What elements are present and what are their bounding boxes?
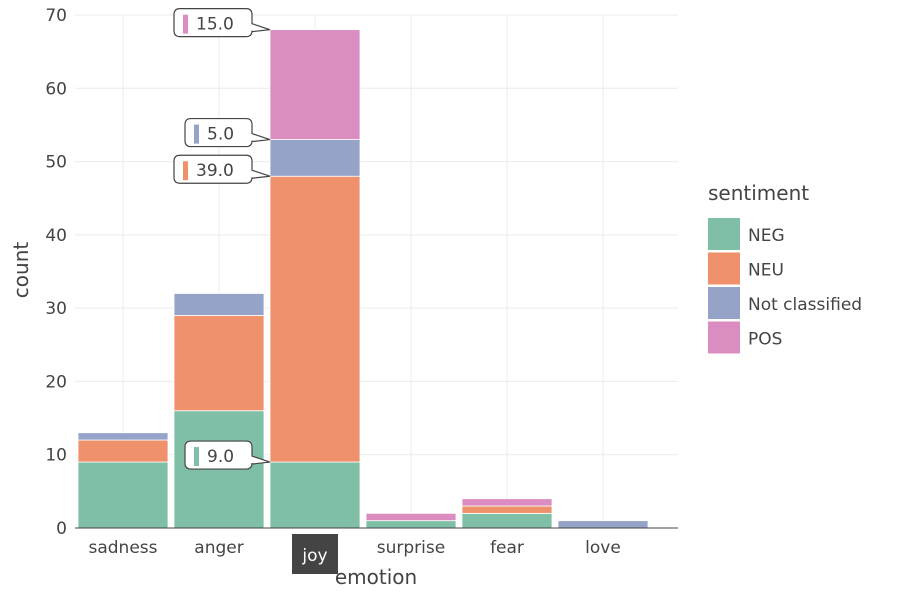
y-tick-label: 60	[45, 79, 67, 99]
tooltip-color-swatch	[194, 447, 199, 467]
x-axis-title: emotion	[335, 565, 417, 589]
legend-swatch	[708, 252, 740, 285]
legend-label: NEU	[748, 261, 784, 281]
y-tick-label: 70	[45, 6, 67, 26]
tooltip-value: 15.0	[196, 15, 234, 35]
tooltip-value: 9.0	[207, 447, 234, 467]
tooltip-color-swatch	[183, 161, 188, 181]
x-tick-label: sadness	[88, 538, 157, 558]
legend: sentiment NEG NEU Not classified POS	[708, 181, 862, 354]
y-axis-title: count	[9, 242, 33, 299]
bar-segment-surprise-pos[interactable]	[365, 512, 457, 522]
tooltip-value: 5.0	[207, 125, 234, 145]
x-tick-label: love	[585, 538, 621, 558]
hovered-tick-highlight	[292, 534, 338, 574]
bar-segment-joy-neu[interactable]	[269, 175, 361, 463]
tooltip-box	[184, 117, 271, 148]
bar-segment-fear-pos[interactable]	[461, 498, 553, 507]
tooltip-box	[173, 8, 271, 38]
bar-segment-surprise-neg[interactable]	[365, 520, 457, 529]
y-tick-label: 10	[45, 446, 67, 466]
x-tick-label: joy	[301, 546, 327, 566]
bar-segment-fear-neg[interactable]	[461, 512, 553, 529]
tooltip-color-swatch	[194, 124, 199, 144]
legend-swatch	[708, 287, 740, 319]
tooltip-color-swatch	[183, 14, 188, 34]
legend-swatch	[708, 321, 740, 354]
legend-label: NEG	[748, 226, 785, 246]
y-tick-label: 40	[45, 226, 67, 246]
bar-segment-sadness-neg[interactable]	[77, 461, 169, 529]
y-tick-label: 30	[45, 299, 67, 319]
bars	[77, 29, 649, 529]
bar-segment-anger-neu[interactable]	[173, 315, 265, 412]
tooltip-box	[184, 440, 271, 470]
legend-swatch	[708, 218, 740, 250]
x-tick-label: surprise	[377, 538, 445, 558]
x-tick-label: fear	[490, 538, 524, 558]
bar-segment-joy-neg[interactable]	[269, 461, 361, 529]
bar-segment-sadness-neu[interactable]	[77, 439, 169, 463]
y-tick-label: 20	[45, 372, 67, 392]
hover-tooltips: 15.0 5.0 39.0 9.0	[173, 8, 271, 470]
bar-segment-anger-not-classified[interactable]	[173, 293, 265, 316]
y-tick-label: 50	[45, 153, 67, 173]
tooltip-value: 39.0	[196, 161, 234, 181]
bar-segment-joy-pos[interactable]	[269, 29, 361, 140]
bar-segment-joy-not-classified[interactable]	[269, 139, 361, 177]
legend-label: Not classified	[748, 295, 862, 315]
axes: 0 10 20 30 40 50 60 70 sadness anger joy surprise fe…	[45, 6, 678, 574]
legend-title: sentiment	[708, 181, 809, 205]
legend-label: POS	[748, 330, 782, 350]
y-tick-label: 0	[56, 519, 67, 539]
bar-segment-love-not-classified[interactable]	[557, 520, 649, 529]
bar-segment-sadness-not-classified[interactable]	[77, 432, 169, 441]
bar-segment-fear-neu[interactable]	[461, 505, 553, 514]
x-tick-label: anger	[194, 538, 243, 558]
tooltip-box	[173, 154, 271, 184]
